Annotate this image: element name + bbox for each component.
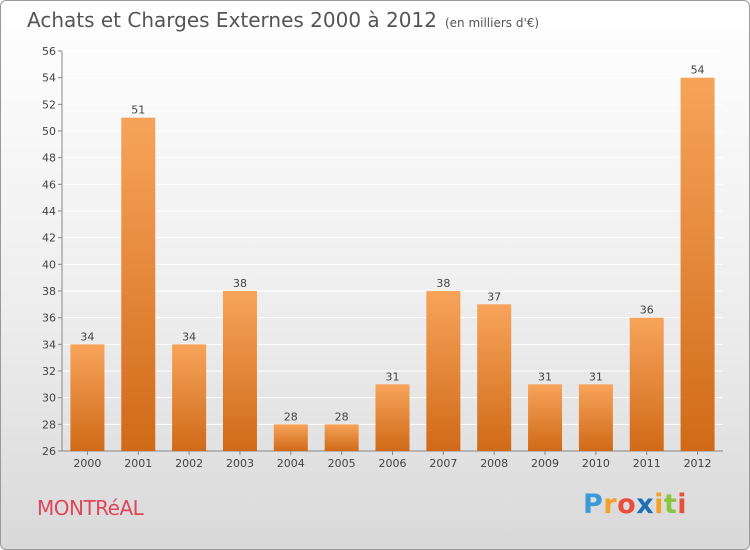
data-label: 31 (386, 370, 400, 383)
x-tick-label: 2006 (379, 457, 407, 470)
data-label: 28 (284, 410, 298, 423)
bar-2003 (222, 291, 257, 451)
x-tick-label: 2003 (226, 457, 254, 470)
data-label: 34 (80, 330, 94, 343)
x-tick-label: 2010 (582, 457, 610, 470)
data-label: 31 (589, 370, 603, 383)
y-tick-label: 28 (42, 418, 56, 431)
grid-lines (62, 50, 723, 425)
y-tick-label: 50 (42, 125, 56, 138)
logo-letter: o (617, 489, 637, 520)
x-tick-label: 2004 (277, 457, 305, 470)
chart-title: Achats et Charges Externes 2000 à 2012 (e… (27, 8, 539, 32)
bar-2009 (528, 384, 563, 451)
bar-2005 (324, 424, 359, 451)
logo-letter: i (654, 489, 664, 520)
y-tick-label: 54 (42, 72, 56, 85)
logo-letter: i (677, 489, 688, 520)
bar-2000 (70, 344, 105, 451)
bar-2011 (629, 317, 664, 451)
x-tick-label: 2008 (480, 457, 508, 470)
x-tick-label: 2005 (328, 457, 356, 470)
x-tick-label: 2000 (73, 457, 101, 470)
logo-letter: P (583, 489, 604, 520)
bar-2006 (375, 384, 410, 451)
chart-unit: (en milliers d'€) (444, 16, 540, 30)
data-label: 54 (691, 64, 705, 77)
x-tick-label: 2009 (531, 457, 559, 470)
y-tick-label: 36 (42, 312, 56, 325)
proxiti-logo[interactable]: Proxiti (583, 489, 687, 520)
x-tick-label: 2001 (124, 457, 152, 470)
y-tick-label: 44 (42, 205, 56, 218)
y-tick-label: 30 (42, 392, 56, 405)
y-tick-label: 42 (42, 232, 56, 245)
y-tick-label: 40 (42, 258, 56, 271)
data-label: 38 (233, 277, 247, 290)
data-label: 51 (131, 104, 145, 117)
chart-title-text: Achats et Charges Externes 2000 à 2012 (27, 8, 437, 32)
bar-2012 (680, 77, 715, 452)
data-label: 28 (335, 410, 349, 423)
x-tick-label: 2012 (684, 457, 712, 470)
bar-2010 (578, 384, 613, 451)
data-label: 34 (182, 330, 196, 343)
bars (70, 77, 715, 452)
bar-2007 (426, 291, 461, 451)
labels: 26 28 30 32 34 36 38 40 42 44 46 48 50 52 54 56 34 2000 51… (42, 45, 712, 470)
y-tick-label: 38 (42, 285, 56, 298)
city-name: MONTRéAL (37, 496, 144, 520)
y-tick-label: 26 (42, 445, 56, 458)
y-tick-label: 56 (42, 45, 56, 58)
logo-letter: t (663, 489, 678, 520)
y-tick-label: 32 (42, 365, 56, 378)
y-tick-label: 52 (42, 98, 56, 111)
bar-2008 (477, 304, 512, 451)
x-tick-label: 2011 (633, 457, 661, 470)
y-tick-label: 34 (42, 338, 56, 351)
data-label: 38 (436, 277, 450, 290)
bar-2002 (172, 344, 207, 451)
logo-letter: r (603, 489, 618, 520)
data-label: 31 (538, 370, 552, 383)
y-tick-label: 46 (42, 178, 56, 191)
y-tick-label: 48 (42, 152, 56, 165)
data-label: 36 (640, 304, 654, 317)
x-tick-label: 2007 (429, 457, 457, 470)
bar-2001 (121, 117, 156, 452)
logo-letter: x (636, 489, 655, 520)
bar-2004 (273, 424, 308, 451)
data-label: 37 (487, 290, 501, 303)
x-tick-label: 2002 (175, 457, 203, 470)
